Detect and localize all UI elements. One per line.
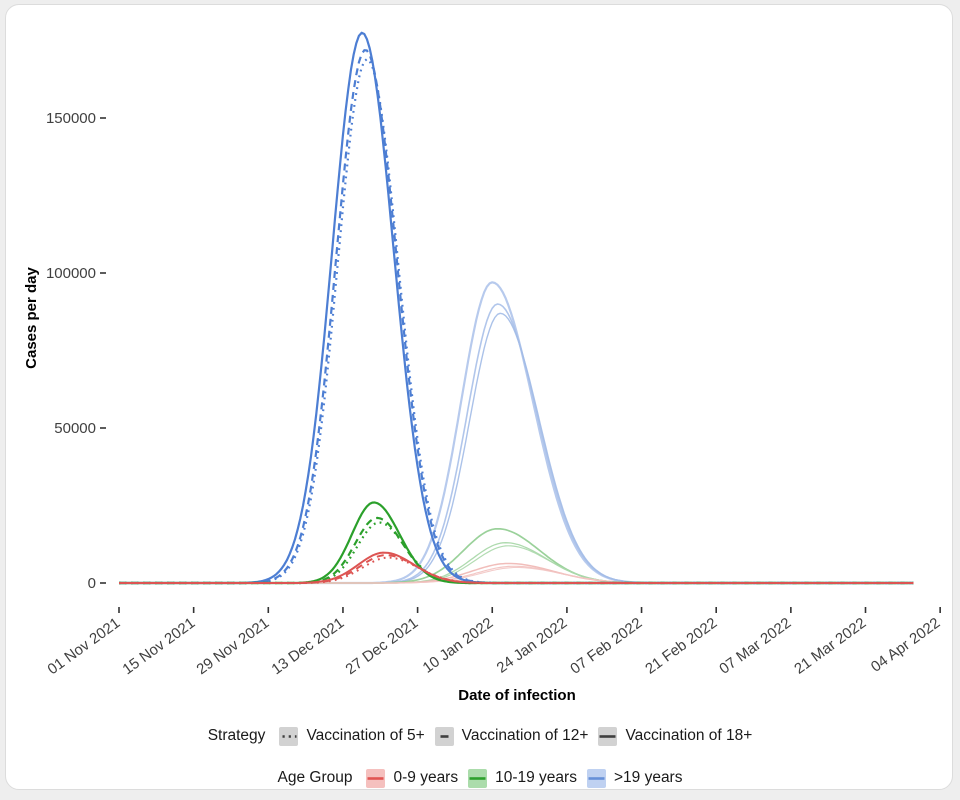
- age-0-9-key-icon: [366, 768, 386, 788]
- x-tick-label-0: 01 Nov 2021: [45, 614, 124, 678]
- age-over19-key-icon: [586, 768, 606, 788]
- age-0-9-label: 0-9 years: [393, 769, 459, 786]
- x-tick-label-9: 07 Mar 2022: [716, 614, 794, 677]
- y-tick-label-100000: 100000: [46, 265, 96, 282]
- vax5-label: Vaccination of 5+: [306, 727, 425, 744]
- vax18-solid-key-icon: [598, 726, 618, 746]
- x-tick-label-6: 24 Jan 2022: [494, 614, 571, 676]
- curve-wave2-10-19y-vax18: [119, 527, 914, 584]
- figure-card: [5, 4, 953, 790]
- curve-wave1-10-19y-vax18: [119, 501, 914, 585]
- curve-wave2->19y-vax5: [119, 312, 914, 584]
- key-line: [280, 734, 297, 738]
- x-tick-label-4: 27 Dec 2021: [343, 614, 422, 678]
- curve-lines: [119, 31, 914, 585]
- key-line: [599, 734, 616, 738]
- x-tick-label-2: 29 Nov 2021: [194, 614, 273, 678]
- vax18-label: Vaccination of 18+: [625, 727, 753, 744]
- curve-wave1->19y-vax5: [119, 58, 914, 585]
- key-line: [469, 776, 486, 780]
- vax12-dashed-key-icon: [434, 726, 454, 746]
- legend-item-vax5: Vaccination of 5+: [279, 726, 425, 746]
- strategy-legend-title: Strategy: [207, 727, 266, 744]
- age-10-19-label: 10-19 years: [495, 769, 577, 786]
- curve-wave2->19y-vax18: [119, 281, 914, 585]
- strategy-legend: Strategy Vaccination of 5+ Vaccination o…: [0, 722, 960, 750]
- x-tick-label-8: 21 Feb 2022: [642, 614, 720, 677]
- age-group-legend: Age Group 0-9 years 10-19 years >19 year…: [0, 764, 960, 792]
- legend-item-vax18: Vaccination of 18+: [598, 726, 753, 746]
- x-tick-label-7: 07 Feb 2022: [567, 614, 645, 677]
- age-over19-label: >19 years: [613, 769, 683, 786]
- curve-wave2-10-19y-vax12: [119, 542, 914, 584]
- curve-wave2-0-9y-vax12: [119, 565, 914, 584]
- legend-item-age-over19: >19 years: [586, 768, 683, 788]
- key-line: [436, 734, 453, 738]
- key-line: [367, 776, 384, 780]
- curve-wave1->19y-vax18: [119, 31, 914, 585]
- curve-wave1-10-19y-vax5: [119, 521, 914, 585]
- age-10-19-key-icon: [468, 768, 488, 788]
- vax5-dotted-key-icon: [279, 726, 299, 746]
- y-tick-label-150000: 150000: [46, 110, 96, 127]
- legend-item-vax12: Vaccination of 12+: [434, 726, 589, 746]
- curve-wave1->19y-vax12: [119, 49, 914, 585]
- x-tick-label-1: 15 Nov 2021: [120, 614, 199, 678]
- legend-item-age-10-19: 10-19 years: [468, 768, 577, 788]
- curve-wave1-10-19y-vax12: [119, 516, 914, 585]
- curve-wave2->19y-vax12: [119, 303, 914, 584]
- key-line: [588, 776, 605, 780]
- curve-wave1-0-9y-vax5: [119, 556, 914, 584]
- x-tick-label-3: 13 Dec 2021: [269, 614, 348, 678]
- x-tick-label-11: 04 Apr 2022: [868, 614, 943, 675]
- age-group-legend-title: Age Group: [277, 769, 353, 786]
- y-tick-label-0: 0: [88, 575, 96, 592]
- x-tick-label-10: 21 Mar 2022: [791, 614, 869, 677]
- legend-item-age-0-9: 0-9 years: [366, 768, 459, 788]
- curve-wave2-0-9y-vax5: [119, 566, 914, 584]
- y-tick-label-50000: 50000: [54, 420, 96, 437]
- x-axis-title: Date of infection: [458, 687, 576, 704]
- vax12-label: Vaccination of 12+: [461, 727, 589, 744]
- axis-tick-marks: [100, 117, 941, 613]
- y-axis-title: Cases per day: [23, 266, 40, 368]
- x-tick-label-5: 10 Jan 2022: [420, 614, 497, 676]
- curve-wave1-0-9y-vax12: [119, 554, 914, 584]
